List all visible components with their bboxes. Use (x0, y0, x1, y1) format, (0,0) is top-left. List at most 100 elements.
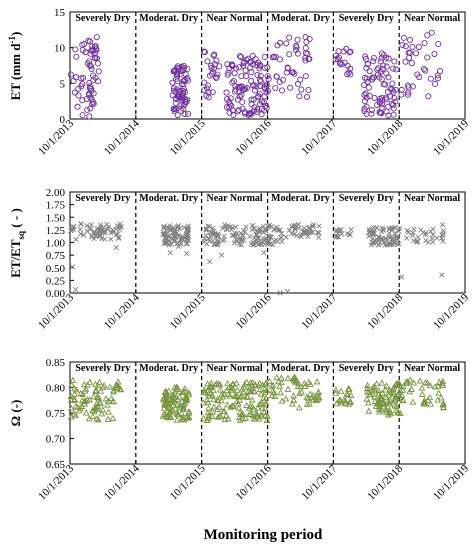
data-point (102, 395, 110, 402)
data-point (389, 385, 397, 392)
data-point (282, 395, 290, 402)
data-point (257, 390, 265, 397)
data-point (394, 234, 400, 240)
data-point (200, 87, 208, 94)
data-point (316, 234, 322, 240)
x-tick-label: 10/1/2015 (168, 462, 208, 502)
period-label: Near Normal (404, 363, 460, 374)
y-tick-label: 1.25 (46, 225, 66, 237)
data-point (168, 241, 175, 247)
data-point (398, 391, 406, 399)
data-point (174, 111, 181, 119)
data-point (208, 65, 215, 72)
data-point (175, 224, 181, 230)
x-tick-label: 10/1/2018 (365, 117, 405, 157)
data-point (291, 70, 298, 77)
data-point (271, 226, 277, 232)
data-point (288, 400, 296, 407)
data-point (370, 58, 377, 65)
data-point (268, 392, 276, 399)
data-point (108, 230, 114, 236)
data-point (423, 230, 429, 236)
data-point (228, 227, 235, 233)
data-point (277, 388, 284, 396)
data-point (258, 98, 265, 105)
data-point (91, 236, 97, 242)
data-point (227, 383, 235, 390)
data-point (78, 221, 84, 227)
data-point (223, 386, 231, 394)
data-point (344, 385, 352, 392)
x-tick-label: 10/1/2014 (102, 462, 142, 502)
data-point (398, 91, 405, 98)
data-point (261, 64, 269, 72)
data-point (347, 65, 354, 72)
data-point (393, 66, 400, 73)
data-point (302, 50, 309, 57)
data-point (238, 392, 246, 399)
data-point (371, 230, 377, 236)
data-point (381, 227, 387, 233)
data-point (333, 233, 340, 240)
data-point (315, 229, 321, 236)
data-point (67, 396, 75, 403)
x-tick-label: 10/1/2017 (299, 291, 339, 331)
data-point (336, 396, 344, 404)
data-point (261, 53, 268, 61)
data-point (215, 403, 223, 410)
data-point (371, 397, 379, 404)
data-point (240, 233, 246, 239)
data-point (246, 383, 254, 391)
data-point (229, 232, 236, 238)
data-point (254, 71, 261, 79)
data-point (72, 402, 80, 410)
data-point (427, 400, 435, 407)
data-point (101, 236, 108, 242)
data-point (264, 73, 271, 80)
data-point (373, 399, 381, 406)
data-point (303, 93, 311, 100)
y-tick-label: 15 (54, 7, 66, 19)
data-point (431, 50, 438, 57)
data-point (84, 381, 91, 388)
data-point (296, 93, 303, 100)
data-point (404, 227, 411, 233)
data-point (160, 396, 167, 403)
data-point (246, 110, 253, 117)
data-point (96, 398, 104, 405)
y-tick-label: 0.70 (46, 434, 66, 446)
data-point (406, 36, 414, 43)
data-point (382, 405, 390, 412)
data-point (269, 381, 277, 388)
data-point (430, 239, 436, 245)
data-point (173, 383, 180, 391)
data-point (368, 106, 376, 114)
data-point (205, 404, 212, 411)
data-point (379, 236, 385, 242)
data-point (291, 231, 298, 237)
data-point (342, 397, 349, 404)
data-point (371, 393, 378, 400)
y-axis-label: Ω (-) (8, 400, 23, 427)
data-point (370, 74, 377, 81)
data-point (422, 379, 429, 386)
data-point (261, 388, 269, 395)
period-label: Near Normal (404, 193, 460, 204)
data-point (421, 40, 428, 47)
data-point (213, 57, 220, 64)
data-point (402, 58, 409, 65)
data-point (78, 397, 86, 404)
data-point (280, 76, 287, 83)
data-point (414, 71, 421, 78)
data-point (92, 387, 99, 394)
data-point (180, 64, 188, 71)
data-point (239, 105, 246, 112)
data-point (77, 389, 85, 396)
data-point (74, 103, 81, 110)
data-point (110, 387, 117, 394)
data-point (229, 63, 236, 70)
data-point (258, 412, 265, 419)
data-point (399, 274, 405, 280)
data-point (309, 223, 316, 229)
